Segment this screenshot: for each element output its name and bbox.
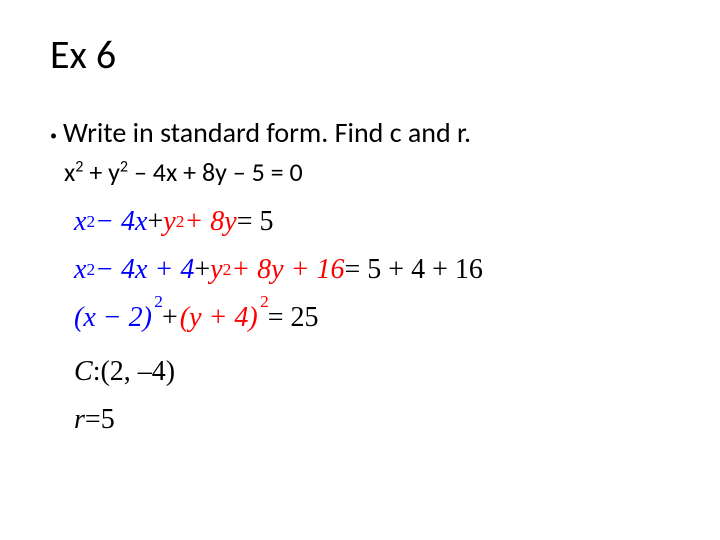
center-value: (2, –4) (100, 356, 175, 388)
math-line-3: (x − 2) 2 + (y + 4) 2 = 25 (74, 302, 670, 334)
l1-blue-a: x (74, 206, 86, 238)
given-eq-text-3: – 4x + 8y – 5 = 0 (128, 156, 303, 188)
given-eq-sup-2: 2 (120, 157, 128, 176)
l3-rhs: = 25 (268, 302, 319, 334)
math-line-center: C : (2, –4) (74, 356, 670, 388)
l3-red-exp: 2 (260, 292, 269, 312)
radius-label: r (74, 404, 85, 436)
l2-rhs: = 5 + 4 + 16 (344, 254, 482, 286)
instruction-bullet: • Write in standard form. Find c and r. (50, 115, 670, 150)
math-line-2: x2 − 4x + 4 + y2 + 8y + 16 = 5 + 4 + 16 (74, 254, 670, 286)
l2-red-a: y (210, 254, 222, 286)
bullet-dot-icon: • (50, 127, 57, 144)
given-eq-text-2: + y (83, 156, 119, 188)
center-colon: : (93, 356, 101, 388)
math-line-radius: r = 5 (74, 404, 670, 436)
l3-blue-exp: 2 (154, 292, 163, 312)
l1-plus: + (147, 206, 163, 238)
worked-math: x2 − 4x + y2 + 8y = 5 x2 − 4x + 4 + y2 +… (74, 206, 670, 436)
radius-value: 5 (101, 404, 115, 436)
l1-blue-b: − 4x (95, 206, 147, 238)
l1-red-a: y (163, 206, 175, 238)
instruction-text: Write in standard form. Find c and r. (63, 115, 471, 150)
l3-red-paren: (y + 4) (180, 302, 258, 333)
l2-blue-a: x (74, 254, 86, 286)
given-eq-text-1: x (64, 156, 75, 188)
radius-eq: = (85, 404, 101, 436)
l1-rhs: = 5 (237, 206, 274, 238)
math-line-1: x2 − 4x + y2 + 8y = 5 (74, 206, 670, 238)
slide-title: Ex 6 (50, 30, 670, 79)
center-label: C (74, 356, 93, 388)
l3-plus: + (162, 302, 178, 334)
l2-red-b: + 8y + 16 (231, 254, 344, 286)
l3-blue-paren: (x − 2) (74, 302, 152, 333)
l1-red-b: + 8y (184, 206, 236, 238)
l3-red-term: (y + 4) 2 (180, 302, 258, 334)
l2-plus: + (194, 254, 210, 286)
given-equation: x2 + y2 – 4x + 8y – 5 = 0 (64, 156, 670, 188)
l2-blue-b: − 4x + 4 (95, 254, 194, 286)
l3-blue-term: (x − 2) 2 (74, 302, 152, 334)
